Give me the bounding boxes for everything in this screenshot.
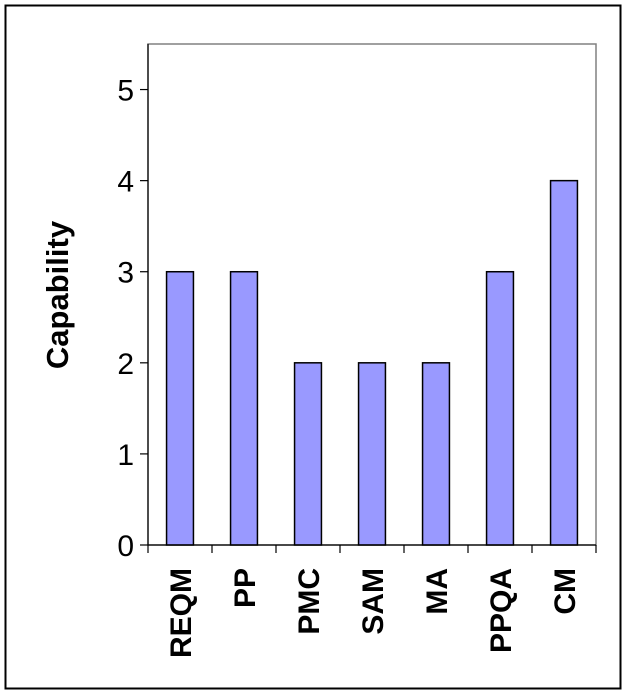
y-tick-label: 1 — [117, 439, 134, 472]
x-tick-label: PP — [229, 568, 262, 608]
y-tick-label: 4 — [117, 166, 134, 199]
y-tick-label: 3 — [117, 257, 134, 290]
x-tick-label: CM — [549, 568, 582, 615]
x-tick-label: PPQA — [485, 568, 518, 653]
x-tick-label: MA — [421, 568, 454, 615]
bar-ppqa — [485, 270, 515, 546]
y-tick-label: 5 — [117, 75, 134, 108]
bar-cm — [549, 179, 579, 546]
y-tick-label: 0 — [117, 530, 134, 563]
bar-ma — [421, 362, 451, 546]
bar-reqm — [165, 270, 195, 546]
bar-pp — [229, 270, 259, 546]
bar-pmc — [293, 362, 323, 546]
bar-sam — [357, 362, 387, 546]
x-tick-label: SAM — [357, 568, 390, 635]
x-tick-label: REQM — [165, 568, 198, 658]
y-tick-label: 2 — [117, 348, 134, 381]
chart-marks: 0 1 2 3 4 5 REQM PP PMC SAM MA PPQA CM — [117, 44, 597, 658]
x-tick-label: PMC — [293, 568, 326, 635]
y-axis-label: Capability — [40, 220, 75, 369]
